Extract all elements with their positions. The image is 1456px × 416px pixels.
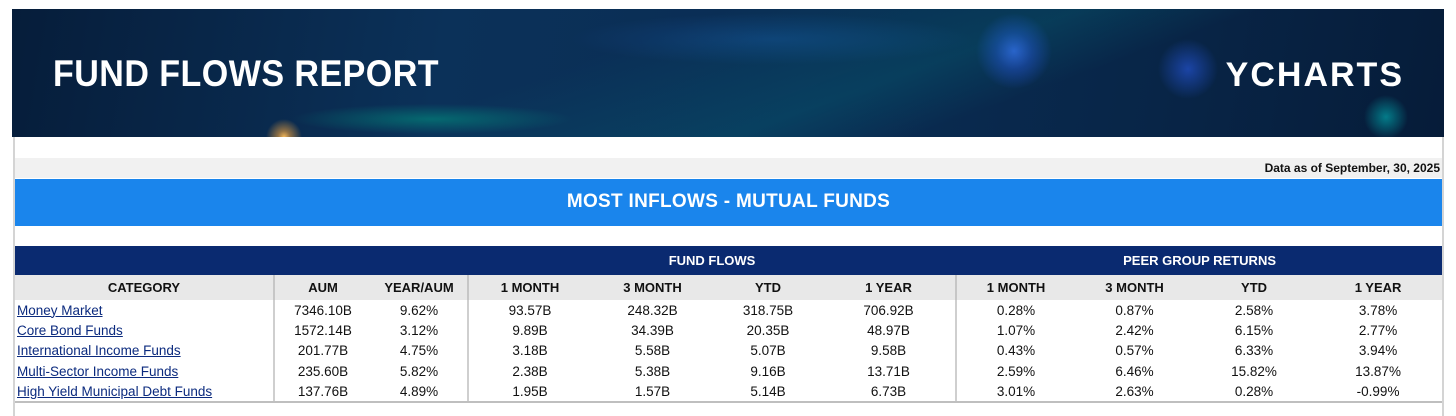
cell-year-aum: 3.12%	[399, 323, 439, 339]
cell-aum: 7346.10B	[273, 300, 371, 321]
cell-returns-3-month: 2.42%	[1115, 323, 1154, 339]
cell-returns-1-month: 1.07%	[955, 320, 1076, 341]
col-header-year-aum: YEAR/AUM	[371, 275, 469, 300]
category-link-money-market[interactable]: Money Market	[17, 302, 103, 318]
cell-returns-1-year: 13.87%	[1355, 363, 1401, 379]
cell-returns-1-year: 3.94%	[1358, 343, 1398, 359]
cell-aum: 201.77B	[273, 340, 371, 362]
col-header-returns-1-year: 1 YEAR	[1314, 275, 1443, 300]
cell-returns-3-month: 2.63%	[1075, 381, 1195, 403]
group-header-row: FUND FLOWS PEER GROUP RETURNS	[15, 246, 1443, 275]
cell-flows-3-month: 1.57B	[591, 381, 715, 403]
cell-returns-ytd: 0.28%	[1194, 381, 1315, 403]
cell-returns-ytd: 15.82%	[1231, 363, 1277, 379]
category-link-multi-sector-income-funds[interactable]: Multi-Sector Income Funds	[17, 363, 179, 379]
cell-returns-3-month: 6.46%	[1115, 363, 1154, 379]
cell-returns-1-month: 0.43%	[955, 340, 1076, 362]
table-row: High Yield Municipal Debt Funds 137.76B …	[15, 381, 1443, 403]
col-header-returns-3-month: 3 MONTH	[1075, 275, 1195, 300]
category-link-high-yield-municipal-debt-funds[interactable]: High Yield Municipal Debt Funds	[17, 383, 213, 399]
cell-flows-ytd: 5.14B	[714, 381, 823, 403]
section-title: MOST INFLOWS - MUTUAL FUNDS	[15, 179, 1442, 226]
col-header-flows-1-month: 1 MONTH	[467, 275, 592, 300]
cell-returns-3-month: 0.87%	[1115, 302, 1154, 318]
col-header-returns-1-month: 1 MONTH	[955, 275, 1076, 300]
table-row: International Income Funds 201.77B 4.75%…	[15, 340, 1442, 362]
cell-aum: 235.60B	[273, 361, 371, 382]
cell-flows-3-month: 5.58B	[634, 343, 671, 359]
cell-returns-3-month: 0.57%	[1115, 343, 1154, 359]
group-header-peer-group-returns: PEER GROUP RETURNS	[955, 246, 1443, 275]
cell-flows-ytd: 318.75B	[742, 302, 794, 318]
report-title: FUND FLOWS REPORT	[53, 53, 440, 94]
cell-flows-1-year: 48.97B	[867, 323, 910, 339]
cell-flows-3-month: 5.38B	[634, 363, 671, 379]
cell-flows-1-month: 2.38B	[467, 361, 592, 382]
table-row: Multi-Sector Income Funds 235.60B 5.82% …	[15, 361, 1442, 382]
col-header-returns-ytd: YTD	[1194, 275, 1315, 300]
cell-flows-1-year: 6.73B	[822, 381, 957, 403]
cell-flows-1-year: 9.58B	[870, 343, 907, 359]
col-header-aum: AUM	[273, 275, 371, 300]
fund-flows-table: FUND FLOWS PEER GROUP RETURNS CATEGORY A…	[15, 246, 1443, 403]
report-banner: FUND FLOWS REPORT YCHARTS	[12, 9, 1444, 137]
cell-flows-3-month: 34.39B	[631, 323, 674, 339]
cell-flows-1-month: 1.95B	[467, 381, 592, 403]
cell-year-aum: 5.82%	[399, 363, 439, 379]
cell-returns-1-year: 3.78%	[1358, 302, 1398, 318]
col-header-flows-ytd: YTD	[714, 275, 823, 300]
cell-returns-1-month: 3.01%	[955, 381, 1076, 403]
cell-flows-1-month: 93.57B	[467, 300, 592, 321]
category-link-core-bond-funds[interactable]: Core Bond Funds	[17, 323, 123, 339]
category-link-international-income-funds[interactable]: International Income Funds	[17, 343, 181, 359]
group-header-blank	[15, 246, 469, 275]
cell-returns-ytd: 2.58%	[1234, 302, 1274, 318]
cell-returns-ytd: 6.33%	[1234, 343, 1274, 359]
cell-returns-1-month: 0.28%	[955, 300, 1076, 321]
cell-aum: 1572.14B	[273, 320, 371, 341]
col-header-flows-1-year: 1 YEAR	[822, 275, 957, 300]
table-row: Core Bond Funds 1572.14B 3.12% 9.89B 34.…	[15, 320, 1442, 341]
cell-flows-1-year: 706.92B	[863, 302, 914, 318]
cell-flows-1-year: 13.71B	[867, 363, 910, 379]
cell-returns-1-month: 2.59%	[955, 361, 1076, 382]
cell-flows-ytd: 5.07B	[750, 343, 786, 359]
cell-flows-ytd: 20.35B	[746, 323, 790, 339]
group-header-fund-flows: FUND FLOWS	[467, 246, 957, 275]
cell-returns-ytd: 6.15%	[1234, 323, 1274, 339]
cell-returns-1-year: 2.77%	[1358, 323, 1398, 339]
cell-aum: 137.76B	[273, 381, 371, 403]
cell-year-aum: 9.62%	[399, 302, 439, 318]
cell-flows-1-month: 9.89B	[467, 320, 592, 341]
report-frame	[13, 137, 1444, 416]
table-row: Money Market 7346.10B 9.62% 93.57B 248.3…	[15, 300, 1442, 321]
col-header-category: CATEGORY	[15, 275, 274, 300]
cell-flows-3-month: 248.32B	[627, 302, 678, 318]
cell-year-aum: 4.75%	[399, 343, 439, 359]
cell-returns-1-year: -0.99%	[1314, 381, 1443, 403]
data-as-of-label: Data as of September, 30, 2025	[15, 158, 1442, 178]
cell-flows-1-month: 3.18B	[467, 340, 592, 362]
cell-flows-ytd: 9.16B	[750, 363, 786, 379]
ycharts-logo: YCHARTS	[1225, 56, 1404, 94]
cell-year-aum: 4.89%	[371, 381, 469, 403]
column-header-row: CATEGORY AUM YEAR/AUM 1 MONTH 3 MONTH YT…	[15, 275, 1443, 300]
col-header-flows-3-month: 3 MONTH	[591, 275, 715, 300]
